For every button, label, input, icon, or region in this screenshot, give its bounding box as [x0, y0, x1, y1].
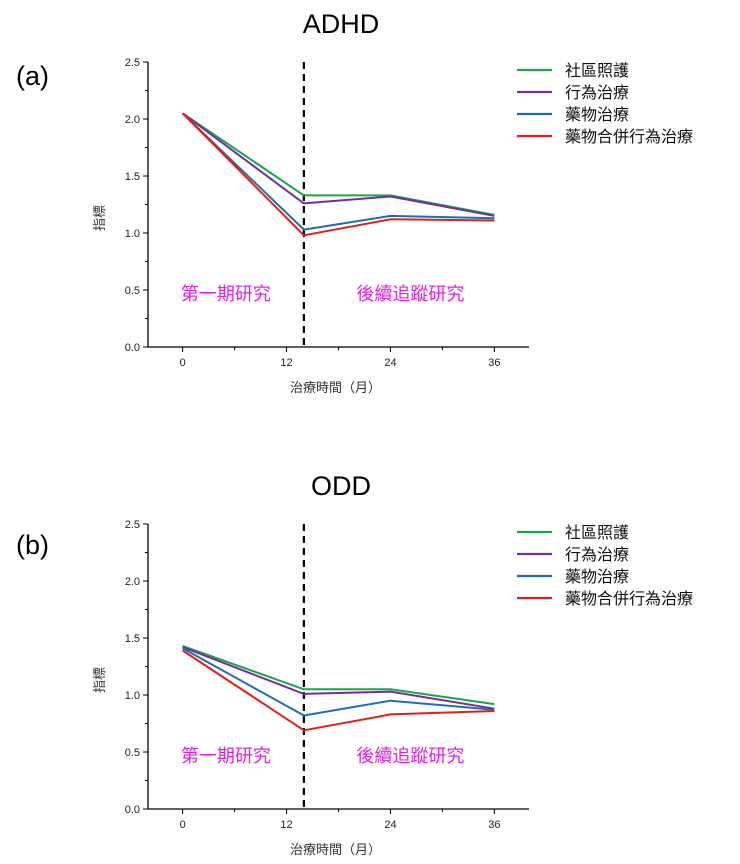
panel-label: (b) [16, 530, 49, 560]
legend-label-0: 社區照護 [565, 523, 629, 542]
y-tick-label: 0.0 [125, 804, 140, 816]
y-tick-label: 1.0 [125, 690, 140, 702]
series-line-0 [182, 645, 495, 706]
legend-label-2: 藥物治療 [565, 105, 629, 124]
series-line-1 [182, 646, 495, 710]
phase-label-followup: 後續追蹤研究 [356, 746, 464, 767]
y-tick-label: 2.0 [125, 114, 140, 126]
legend-label-1: 行為治療 [565, 83, 629, 102]
series-line-2 [181, 112, 495, 231]
x-tick-label: 12 [280, 357, 292, 369]
y-tick-label: 2.0 [125, 576, 140, 588]
y-tick-label: 1.5 [125, 633, 140, 645]
x-axis-label: 治療時間（月） [290, 381, 381, 396]
y-tick-label: 0.0 [125, 342, 140, 354]
chart-panel-0: ADHD (a) 0.0 0.5 1.0 1.5 2.0 2.5 0 12 24 36 治療時間（月） 指… [16, 9, 693, 396]
legend-label-3: 藥物合併行為治療 [565, 589, 693, 608]
chart-panel-1: ODD (b) 0.0 0.5 1.0 1.5 2.0 2.5 0 12 24 36 治療時間（月） 指標… [16, 471, 693, 858]
y-tick-label: 0.5 [125, 285, 140, 297]
series-line-0 [182, 112, 495, 216]
phase-label-initial: 第一期研究 [181, 284, 271, 305]
x-tick-label: 12 [280, 819, 292, 831]
y-tick-label: 2.5 [125, 519, 140, 531]
series-line-1 [182, 112, 495, 217]
y-axis-label: 指標 [93, 205, 108, 231]
x-tick-label: 36 [488, 819, 500, 831]
y-axis-label: 指標 [93, 667, 108, 693]
phase-label-initial: 第一期研究 [181, 746, 271, 767]
x-tick-label: 0 [180, 357, 186, 369]
legend-label-1: 行為治療 [565, 545, 629, 564]
series-line-2 [182, 647, 495, 717]
legend-label-2: 藥物治療 [565, 567, 629, 586]
series-line-3 [181, 112, 495, 237]
panel-label: (a) [16, 61, 49, 91]
chart-title: ODD [311, 471, 371, 501]
x-tick-label: 24 [384, 357, 396, 369]
legend-label-3: 藥物合併行為治療 [565, 127, 693, 146]
legend-label-0: 社區照護 [565, 61, 629, 80]
chart-title: ADHD [303, 9, 380, 39]
x-tick-label: 0 [180, 819, 186, 831]
y-tick-label: 1.0 [125, 228, 140, 240]
y-tick-label: 0.5 [125, 747, 140, 759]
phase-label-followup: 後續追蹤研究 [356, 284, 464, 305]
series-line-3 [182, 649, 495, 732]
x-axis-label: 治療時間（月） [290, 843, 381, 858]
x-tick-label: 36 [488, 357, 500, 369]
x-tick-label: 24 [384, 819, 396, 831]
y-tick-label: 2.5 [125, 57, 140, 69]
y-tick-label: 1.5 [125, 171, 140, 183]
